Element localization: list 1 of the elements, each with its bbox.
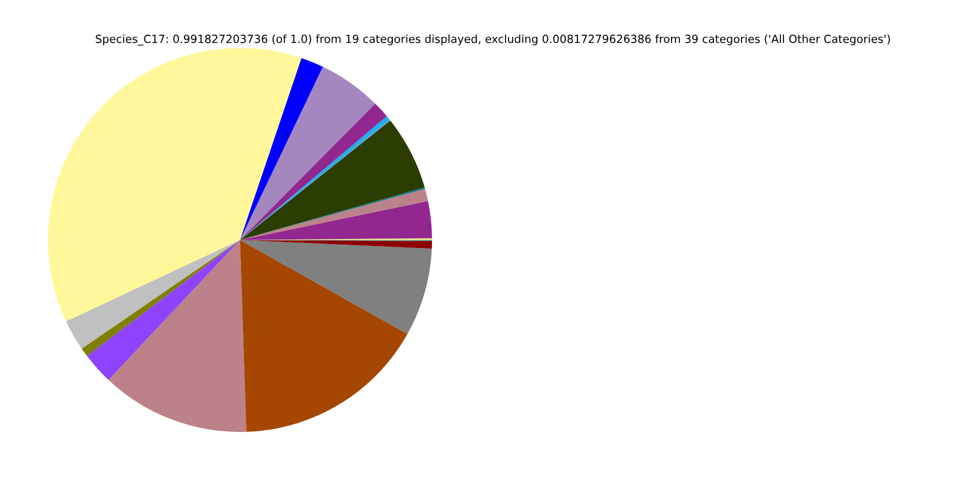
text: Species_C17: 0.991827203736 (of 1.0) from 19 categories displayed, excluding 0.00817279626386 from 39 categories ('All Other Categories') <box>96 34 890 46</box>
